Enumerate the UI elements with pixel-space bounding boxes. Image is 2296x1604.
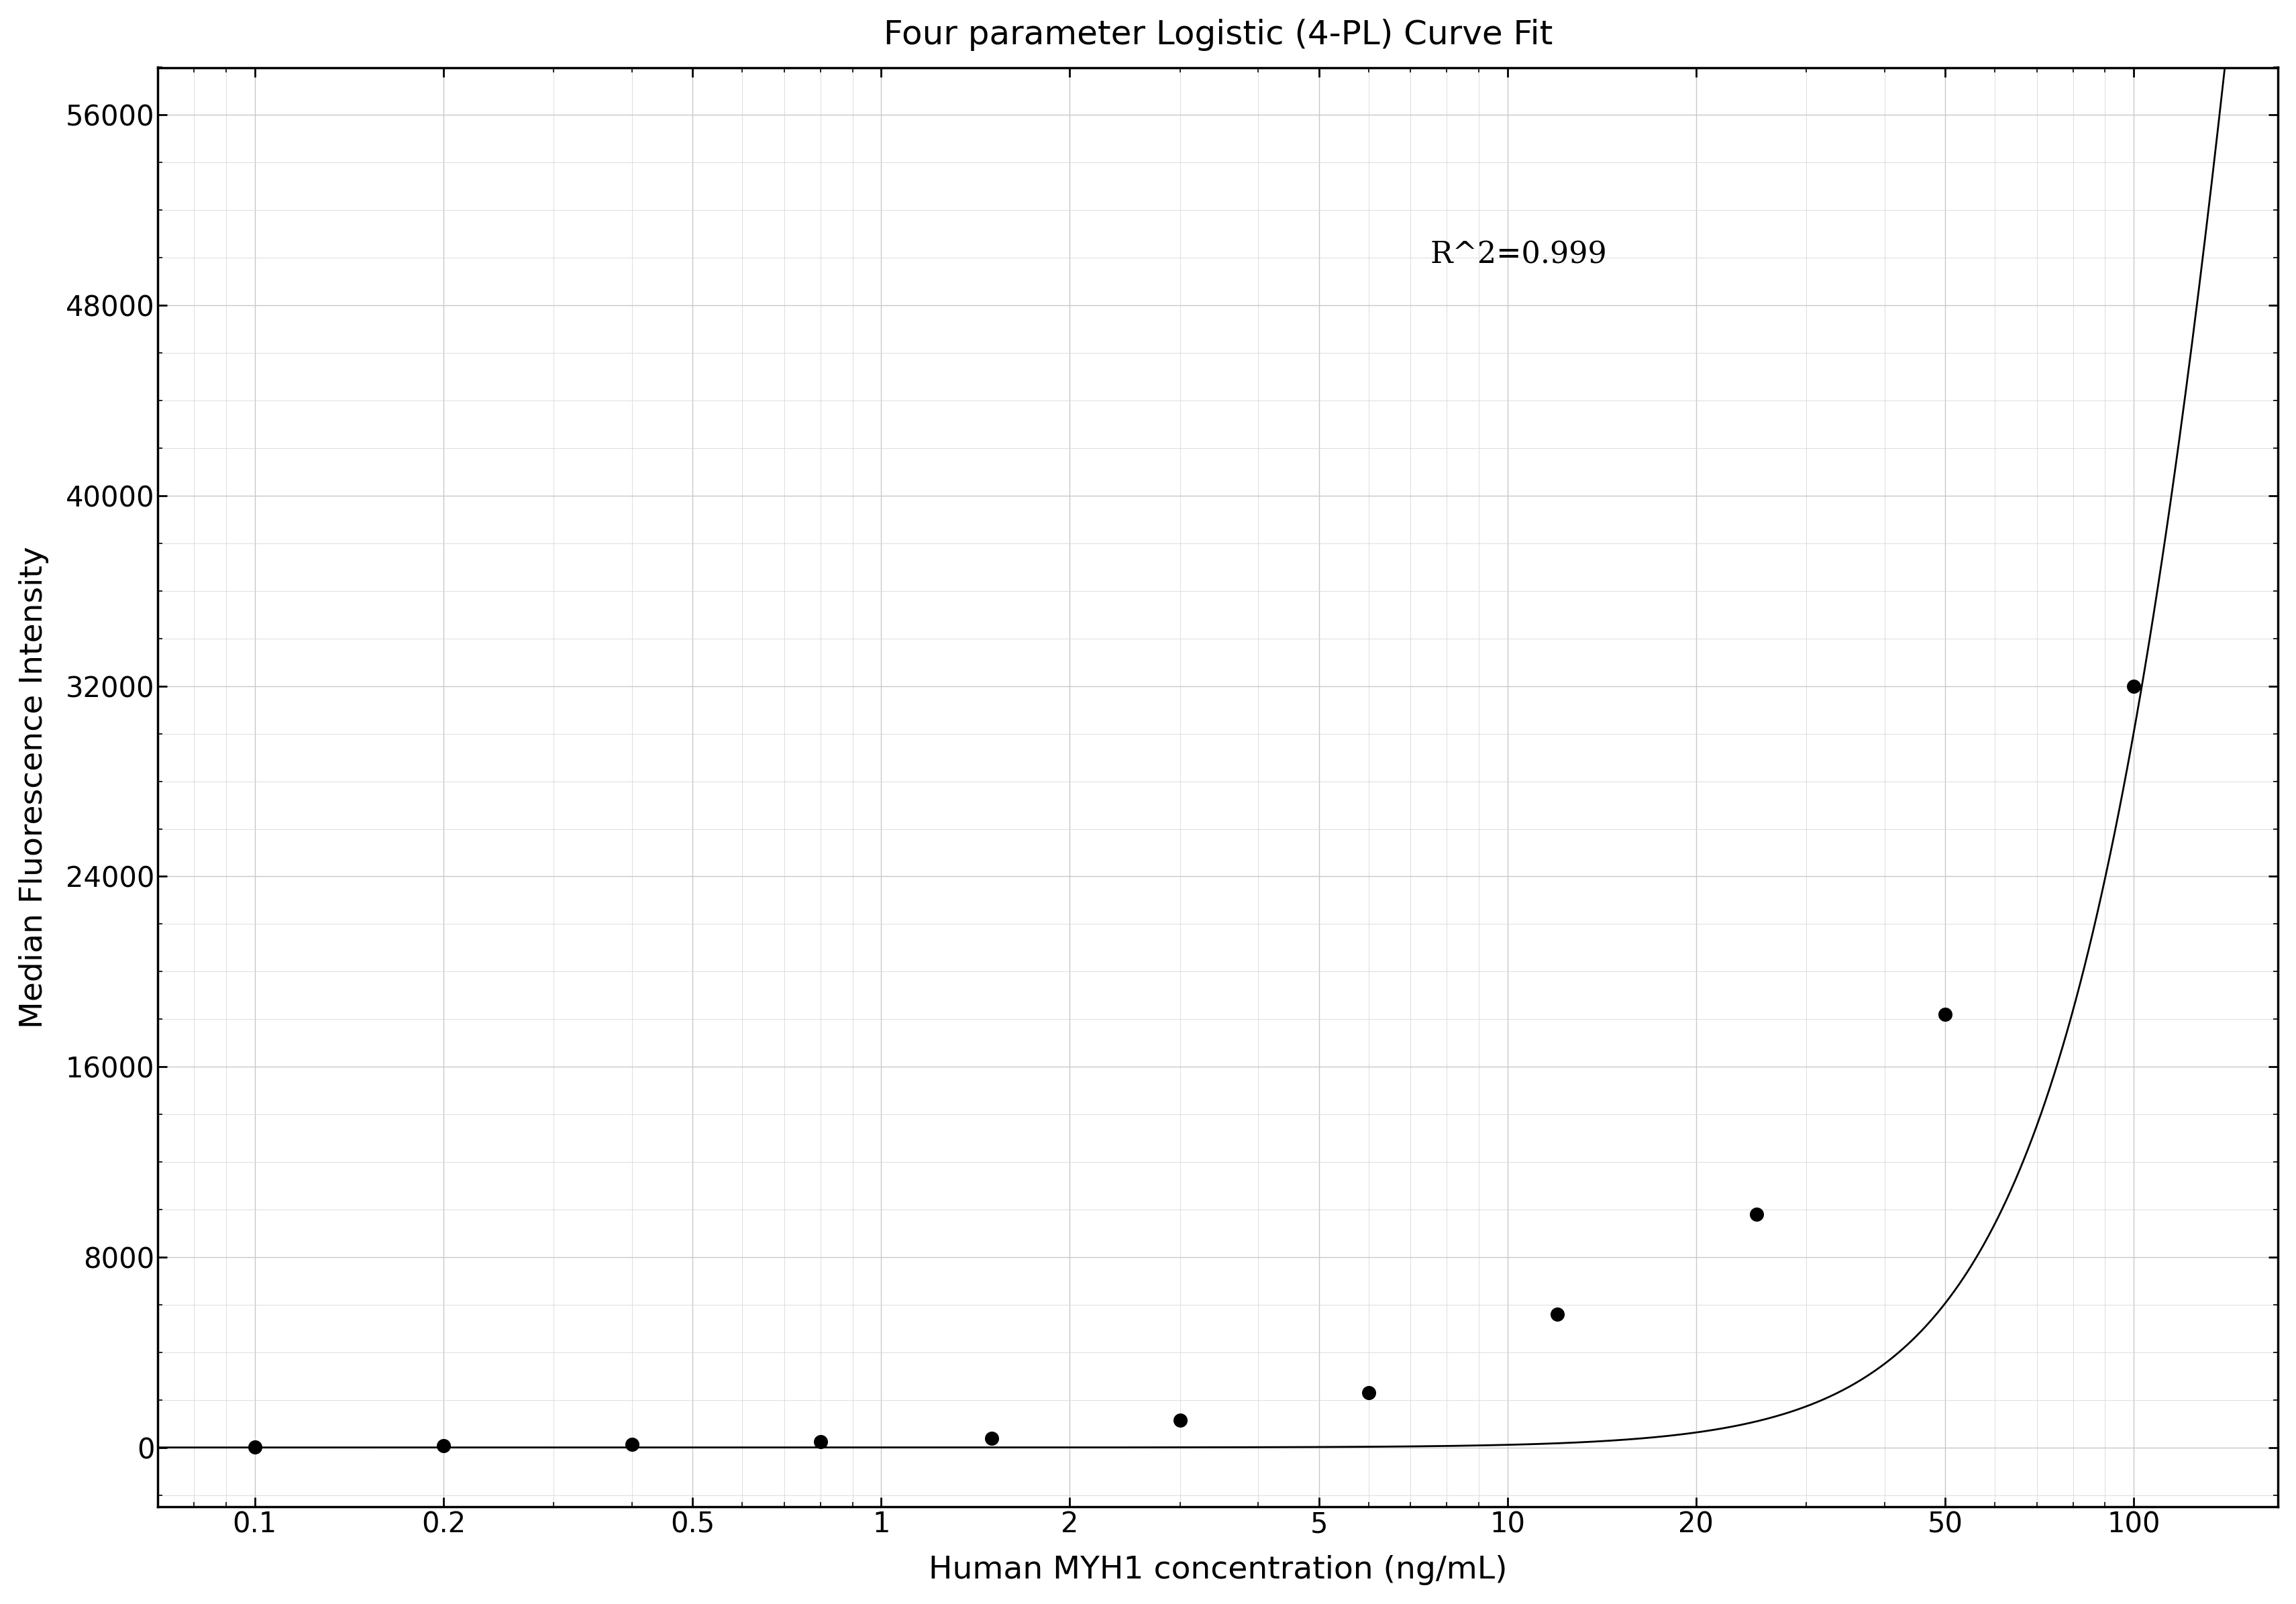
Point [2115,674,2151,699]
Point [1162,1407,1199,1432]
Point [236,1434,273,1460]
Point [1350,1379,1387,1405]
Title: Four parameter Logistic (4-PL) Curve Fit: Four parameter Logistic (4-PL) Curve Fit [884,19,1552,51]
Y-axis label: Median Fluorescence Intensity: Median Fluorescence Intensity [18,545,48,1028]
Text: R^2=0.999: R^2=0.999 [1430,241,1607,269]
Point [1538,1301,1575,1327]
Point [1926,1001,1963,1027]
X-axis label: Human MYH1 concentration (ng/mL): Human MYH1 concentration (ng/mL) [928,1556,1506,1585]
Point [613,1431,650,1456]
Point [1738,1201,1775,1227]
Point [425,1432,461,1458]
Point [974,1424,1010,1450]
Point [801,1429,838,1455]
